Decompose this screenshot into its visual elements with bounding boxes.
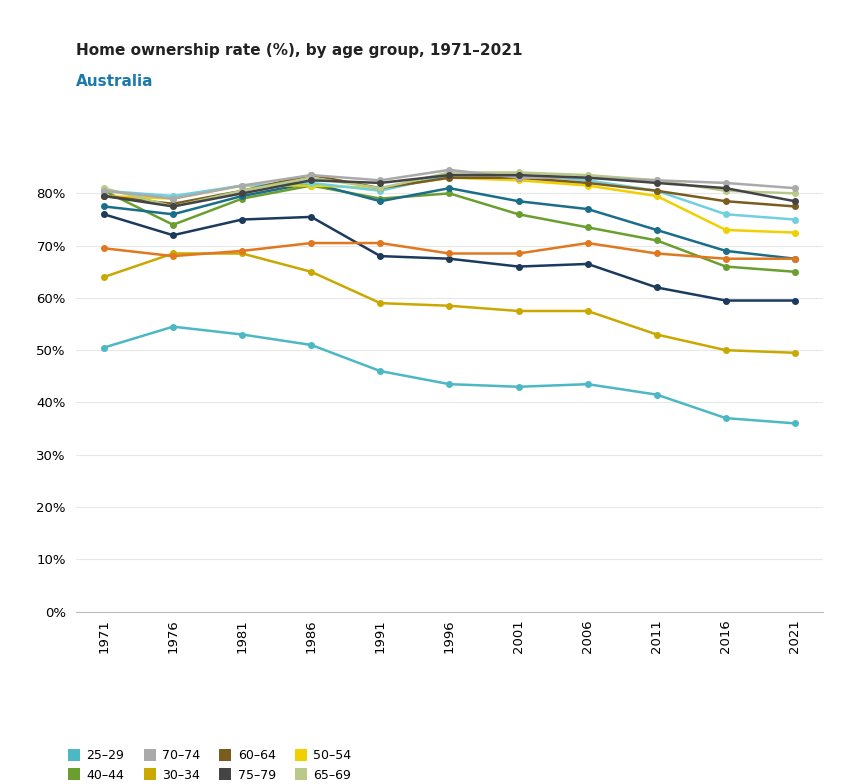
Legend: 25–29, 40–44, 55–59, 70–74, 30–34, 45–49, 60–64, 75–79, 35–39, 50–54, 65–69, Tot: 25–29, 40–44, 55–59, 70–74, 30–34, 45–49… xyxy=(68,750,351,784)
Text: Home ownership rate (%), by age group, 1971–2021: Home ownership rate (%), by age group, 1… xyxy=(76,43,523,58)
Text: Australia: Australia xyxy=(76,74,153,89)
